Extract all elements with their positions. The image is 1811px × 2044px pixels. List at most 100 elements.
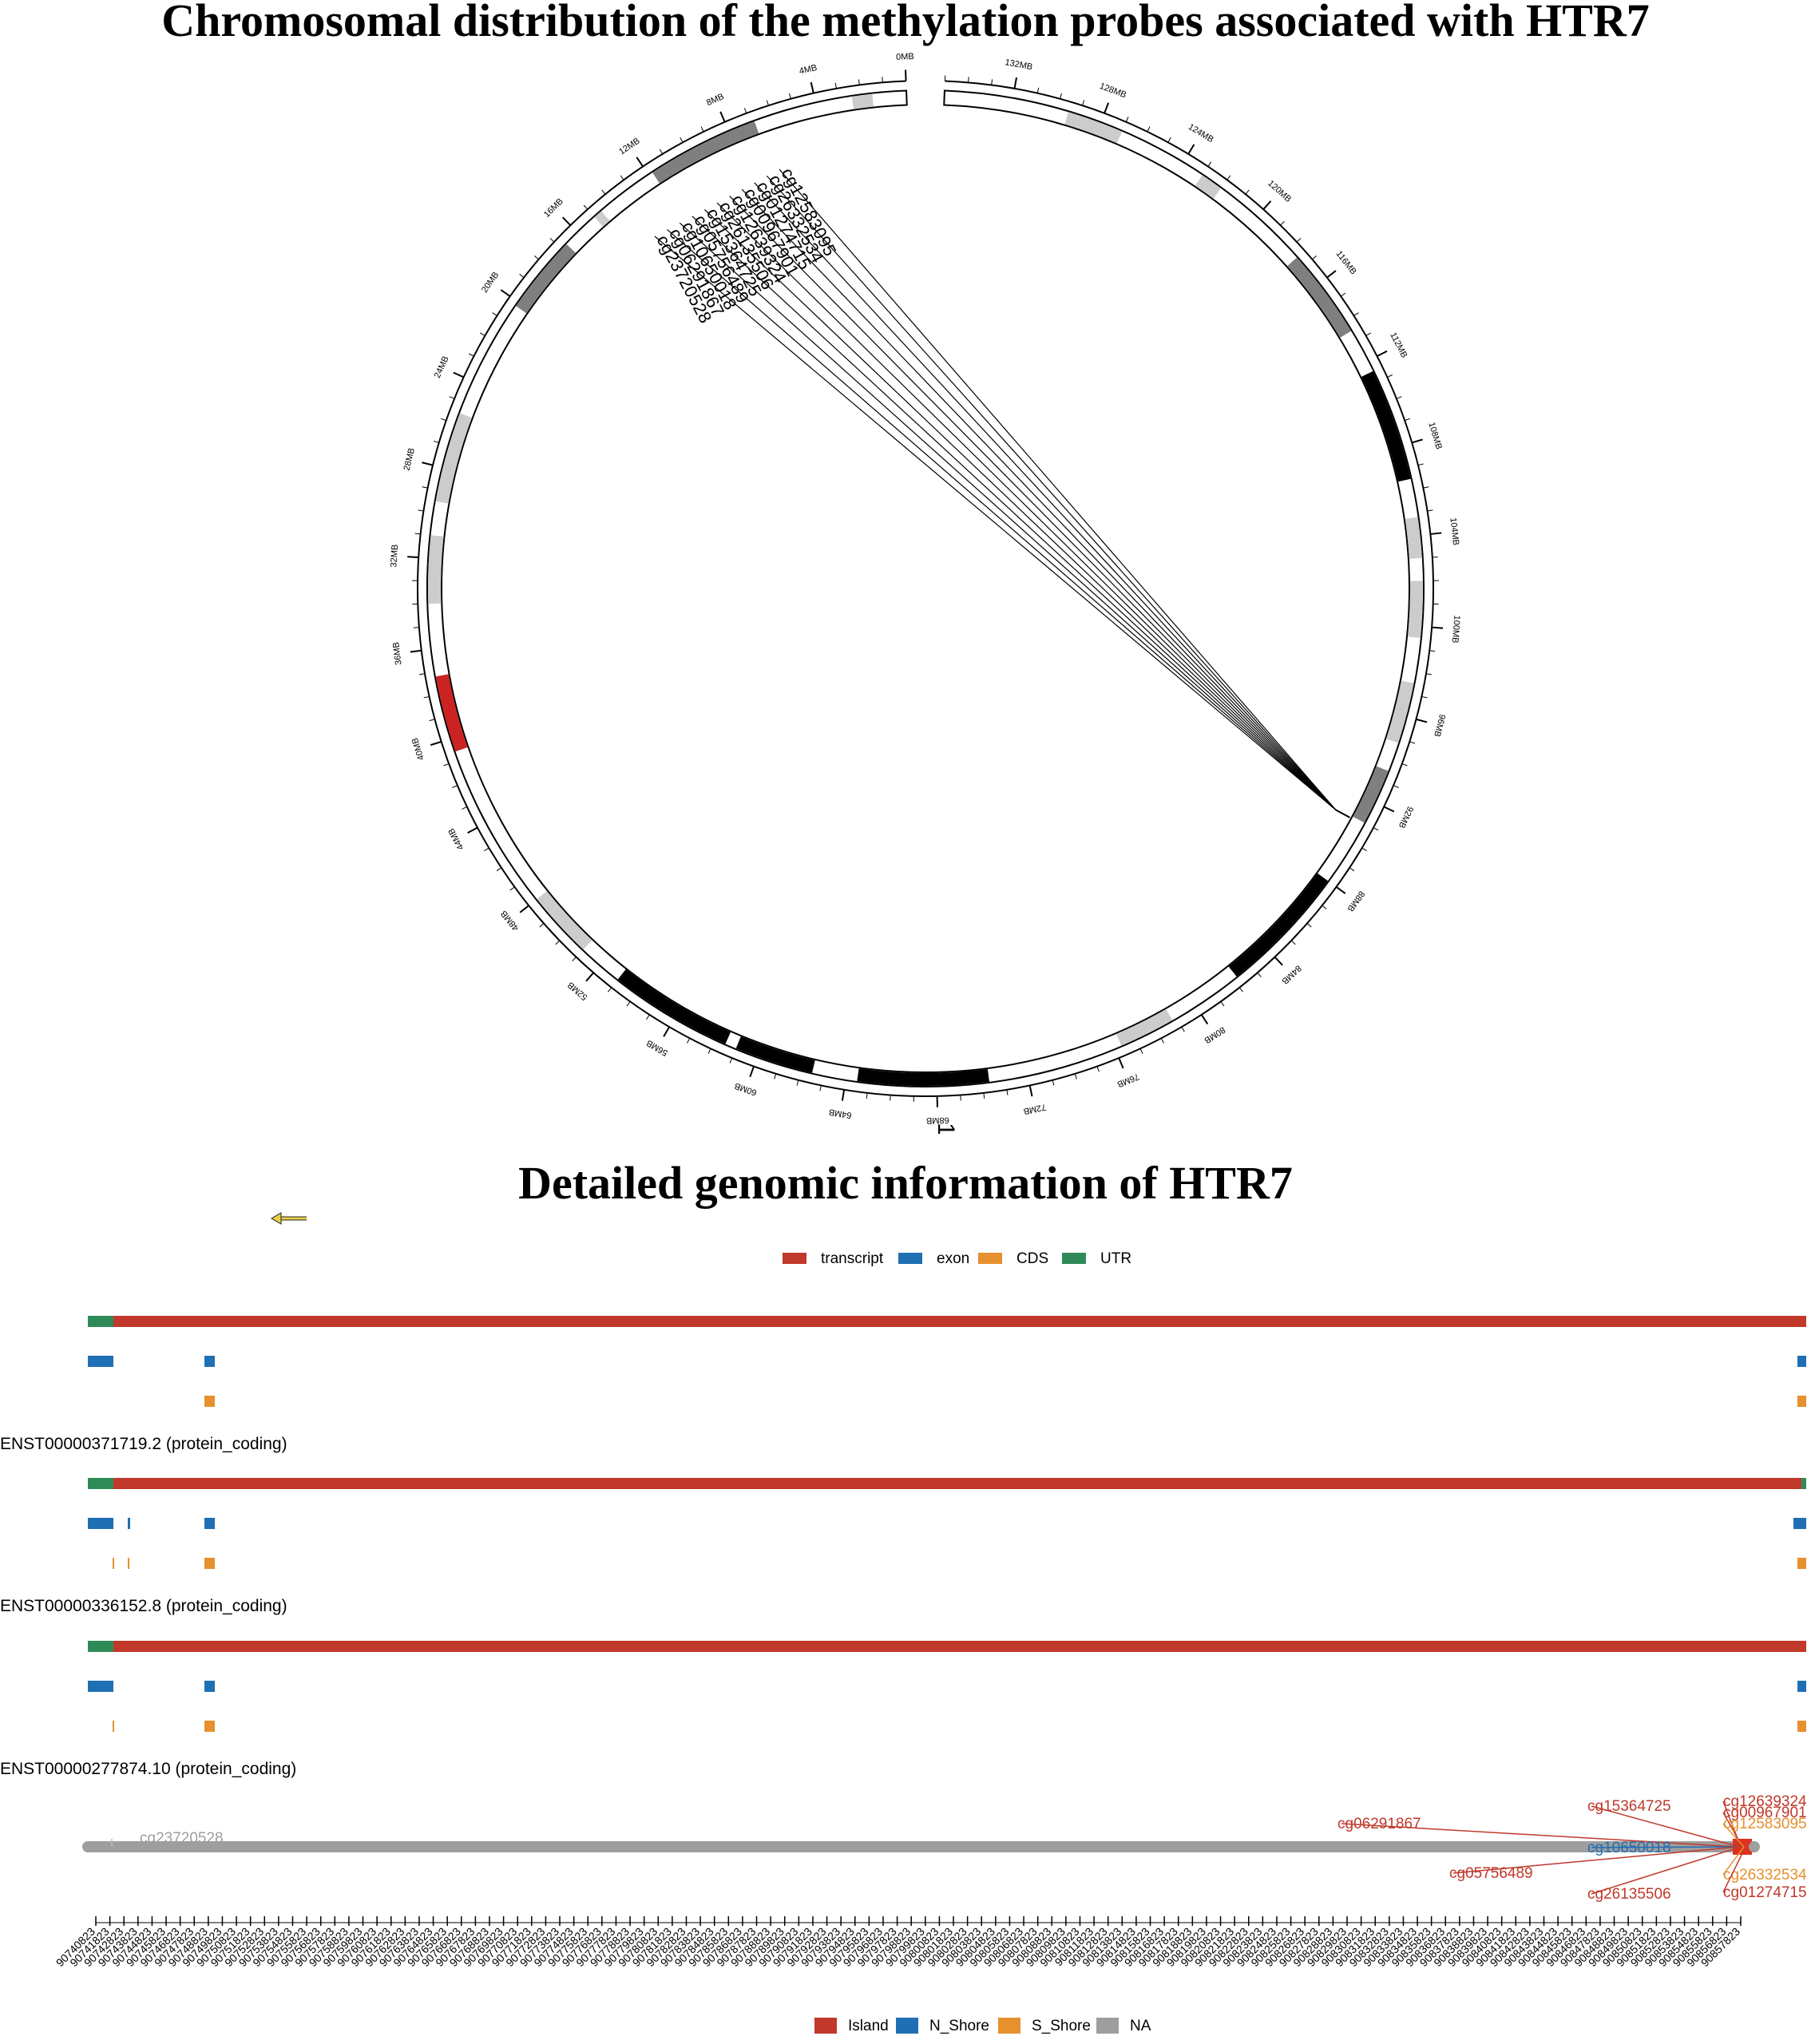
probe-connector [1591,1805,1740,1848]
transcript-track: ENST00000336152.8 (protein_coding) [0,1478,1806,1615]
chromosome-band [1385,680,1414,743]
axis-tick [743,108,747,113]
axis-tick [539,923,545,928]
chromosome-band [1361,370,1411,482]
axis-tick [414,533,421,535]
axis-tick [1074,1073,1077,1079]
chromosome-band [851,93,874,109]
chromosome-band [617,969,731,1044]
probe-label: cg05756489 [1449,1865,1533,1882]
axis-tick [659,149,664,155]
axis-tick [1262,200,1272,210]
axis-tick [418,509,424,512]
chromosome-band [1064,112,1123,144]
legend-label: exon [937,1250,969,1267]
axis-tick [1322,905,1327,909]
axis-tick-label: 56MB [645,1038,670,1058]
axis-tick [789,93,791,99]
probe-connector [679,222,1337,810]
axis-tick [509,886,515,891]
axis-tick [1335,886,1346,894]
axis-tick [1052,1079,1055,1086]
axis-tick [1416,718,1428,723]
axis-tick [519,905,529,913]
axis-tick [480,332,485,336]
axis-arc [417,80,1434,1098]
probe-connector [1722,1846,1745,1876]
probe-connector [779,168,1337,810]
axis-tick [533,255,539,260]
axis-tick [519,273,525,279]
legend-label: N_Shore [929,2018,989,2034]
axis-tick-label: 108MB [1426,421,1444,450]
axis-tick [1427,509,1433,512]
axis-tick [707,1048,711,1054]
axis-tick [810,81,814,93]
axis-tick [1104,102,1110,114]
axis-tick [636,156,644,168]
detail-title: Detailed genomic information of HTR7 [518,1157,1293,1209]
legend-swatch [998,2018,1020,2034]
chromosome-band [1405,517,1422,559]
chromosome-band [1353,766,1389,823]
axis-tick [449,396,455,399]
axis-tick [1147,126,1151,133]
chromosome-band [1195,175,1222,199]
chromosome-ideogram [426,89,1425,1087]
axis-tick [1326,270,1337,279]
axis-tick [496,867,502,872]
probe-label: cg26332534 [1723,1867,1807,1884]
probe-connector [754,182,1337,810]
axis-tick [422,461,434,466]
axis-tick-label: 132MB [1005,57,1033,72]
axis-tick [1405,418,1410,422]
axis-tick-label: 96MB [1432,713,1447,738]
axis-tick-label: 8MB [705,92,726,108]
probe-connector [741,188,1337,810]
axis-tick [1396,396,1402,399]
axis-tick [1280,220,1285,226]
axis-tick [608,987,612,992]
axis-tick [1226,175,1231,180]
axis-tick [1082,100,1085,106]
axis-tick-label: 88MB [1345,889,1367,913]
axis-tick-label: 52MB [566,980,590,1002]
utr-segment [88,1316,113,1327]
cds [128,1558,129,1569]
exon [204,1681,215,1692]
axis-tick [1028,1085,1033,1097]
axis-tick [484,847,489,852]
axis-tick [1245,189,1250,195]
axis-tick-label: 24MB [433,355,451,379]
probe-connector [729,196,1337,810]
axis-tick [1421,695,1428,699]
exon [1793,1518,1806,1529]
axis-tick [1181,1026,1185,1032]
cds [1797,1721,1806,1732]
probe-label: cg01274715 [1723,1884,1807,1901]
legend-swatch [978,1253,1002,1264]
axis-tick [1036,87,1040,93]
exon [1797,1356,1806,1367]
axis-tick [555,940,561,945]
axis-tick-label: 112MB [1388,331,1409,359]
transcript-track: ENST00000371719.2 (protein_coding) [0,1316,1806,1453]
axis-tick [991,79,993,85]
chromosome-bands [427,93,1423,1086]
axis-tick [549,237,555,243]
axis-tick-label: 100MB [1450,615,1462,644]
cds [204,1396,215,1407]
ideogram-ring [426,89,1425,1087]
circos-title: Chromosomal distribution of the methylat… [161,0,1650,46]
legend-label: transcript [821,1250,884,1267]
axis-tick [1160,1038,1164,1044]
axis-tick [1306,923,1312,928]
exon [204,1356,215,1367]
axis-tick [687,1038,691,1044]
probe-marker [1335,809,1350,818]
cds [204,1558,215,1569]
axis-tick-label: 128MB [1098,81,1127,101]
chromosome-band [537,890,592,950]
chromosome-band [1407,580,1423,638]
